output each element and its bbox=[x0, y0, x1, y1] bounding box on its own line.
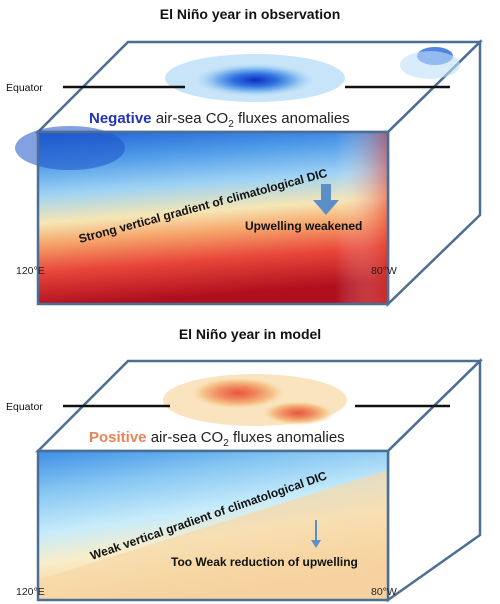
bottom-flux-anomaly-core-west bbox=[190, 377, 286, 409]
top-flux-anomaly-core bbox=[193, 63, 317, 97]
bottom-equator-label: Equator bbox=[6, 401, 43, 413]
top-upwelling-label: Upwelling weakened bbox=[245, 219, 362, 233]
bottom-panel-title: El Niño year in model bbox=[178, 326, 322, 342]
top-panel-title: El Niño year in observation bbox=[159, 6, 341, 22]
bottom-flux-label: Positive air-sea CO2 fluxes anomalies bbox=[89, 429, 345, 449]
down-arrow-icon bbox=[311, 520, 321, 548]
down-arrow-icon bbox=[313, 184, 339, 215]
bottom-box: Equator Positive air-sea CO2 fluxes anom… bbox=[6, 358, 484, 603]
bottom-lon-east: 80°W bbox=[371, 586, 397, 598]
bottom-upwelling-label: Too Weak reduction of upwelling bbox=[171, 555, 358, 569]
top-lon-west: 120°E bbox=[16, 265, 45, 277]
top-equator-label: Equator bbox=[6, 82, 43, 94]
top-box: Equator Negative air-sea CO2 fluxes anom… bbox=[6, 39, 484, 307]
top-lon-east: 80°W bbox=[371, 265, 397, 277]
top-cold-patch bbox=[15, 126, 125, 170]
bottom-lon-west: 120°E bbox=[16, 586, 45, 598]
top-flux-label: Negative air-sea CO2 fluxes anomalies bbox=[89, 110, 350, 130]
bottom-flux-anomaly-core-east bbox=[262, 401, 334, 425]
